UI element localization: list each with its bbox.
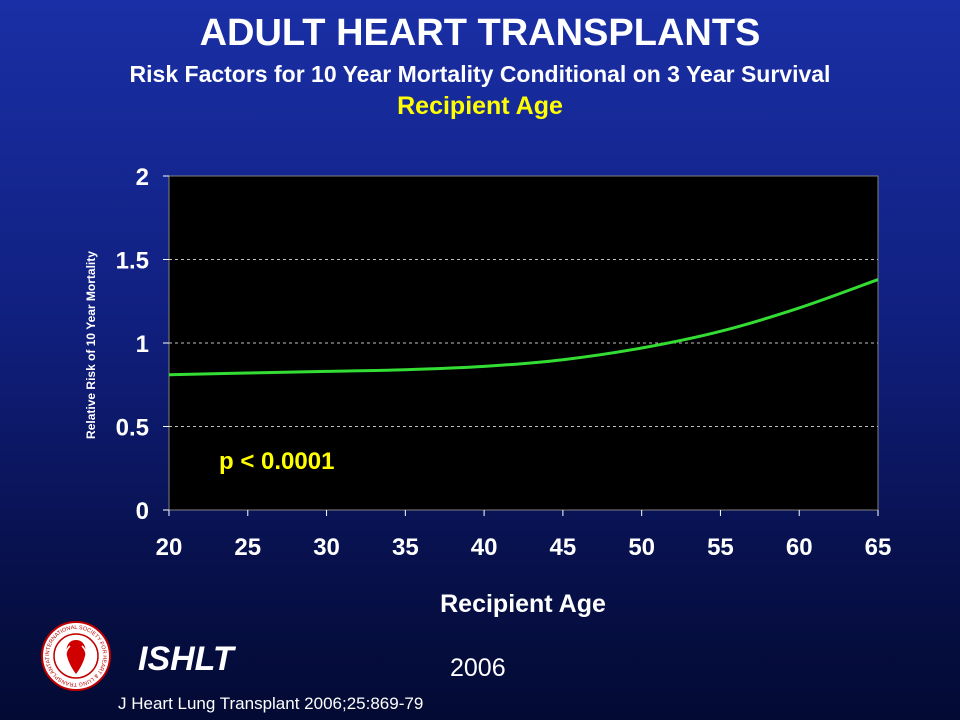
x-tick-label: 40 [471, 534, 498, 561]
x-tick-label: 65 [865, 534, 892, 561]
y-tick-label: 2 [136, 164, 149, 191]
x-tick-label: 25 [234, 534, 261, 561]
x-tick-label: 30 [313, 534, 340, 561]
slide-title: ADULT HEART TRANSPLANTS [199, 12, 761, 54]
x-tick-label: 60 [786, 534, 813, 561]
y-tick-label: 1.5 [116, 248, 149, 275]
org-name: ISHLT [138, 640, 234, 678]
x-axis-label: Recipient Age [440, 590, 606, 618]
x-tick-label: 20 [156, 534, 183, 561]
slide-subtitle: Risk Factors for 10 Year Mortality Condi… [129, 61, 831, 87]
p-value-annotation: p < 0.0001 [219, 448, 334, 475]
y-axis-label: Relative Risk of 10 Year Mortality [84, 251, 98, 439]
y-tick-label: 0.5 [116, 415, 149, 442]
citation: J Heart Lung Transplant 2006;25:869-79 [118, 694, 424, 713]
x-tick-label: 45 [550, 534, 577, 561]
x-tick-label: 50 [628, 534, 655, 561]
ishlt-logo: INTERNATIONAL SOCIETY FOR HEART & LUNG T… [40, 620, 111, 691]
x-tick-label: 35 [392, 534, 419, 561]
x-tick-label: 55 [707, 534, 734, 561]
chart-topic: Recipient Age [397, 92, 563, 120]
series-line [168, 278, 879, 377]
y-tick-label: 1 [136, 331, 149, 358]
y-tick-label: 0 [136, 498, 149, 525]
report-year: 2006 [450, 654, 506, 682]
